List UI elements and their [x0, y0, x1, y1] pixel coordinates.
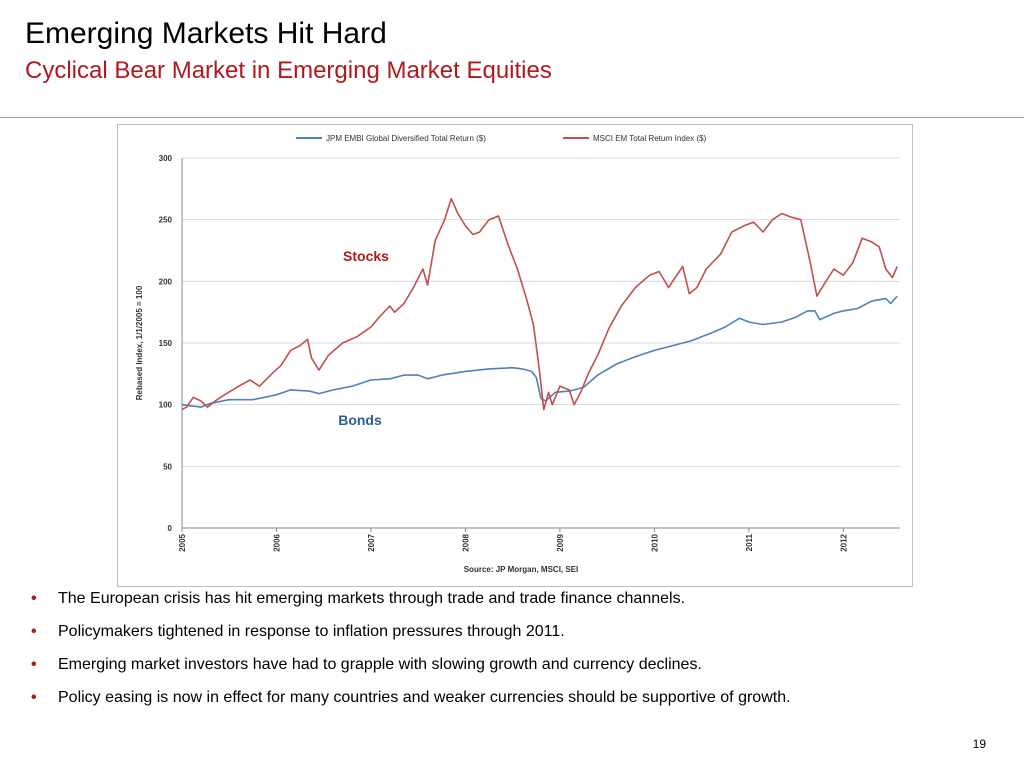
y-tick-label: 300	[159, 154, 173, 163]
bullet-text: Policymakers tightened in response to in…	[58, 623, 565, 640]
y-tick-label: 200	[159, 277, 173, 286]
x-tick-label: 2012	[839, 533, 848, 551]
bullet-item: • Emerging market investors have had to g…	[31, 654, 1001, 675]
gridlines	[182, 157, 900, 529]
bullet-icon: •	[31, 689, 37, 706]
y-tick-label: 0	[168, 524, 173, 533]
stocks-annotation: Stocks	[343, 248, 389, 264]
header-divider	[0, 117, 1024, 118]
series-line-stocks	[181, 197, 898, 411]
slide-title: Emerging Markets Hit Hard	[25, 17, 387, 50]
series-line-bonds	[181, 295, 898, 408]
x-tick-label: 2009	[556, 533, 565, 551]
bullet-item: • The European crisis has hit emerging ma…	[31, 588, 1001, 609]
bullet-list: • The European crisis has hit emerging ma…	[31, 588, 1001, 720]
y-tick-label: 150	[159, 339, 173, 348]
bullet-icon: •	[31, 623, 37, 640]
series-lines	[181, 197, 898, 411]
line-chart: 0 50 100 150 200 250 300 Rebased Index, 1/1/200…	[135, 134, 900, 574]
chart-frame: 0 50 100 150 200 250 300 Rebased Index, 1/1/200…	[117, 124, 913, 587]
x-axis: 2005 2006 2007 2008 2009 2010 2011 2012	[178, 527, 900, 552]
x-tick-label: 2005	[178, 533, 187, 551]
x-tick-label: 2007	[367, 533, 376, 551]
chart-labels: Source: JP Morgan, MSCI, SEI Stocks Bonds	[338, 248, 578, 574]
bullet-item: • Policymakers tightened in response to i…	[31, 621, 1001, 642]
legend: JPM EMBI Global Diversified Total Return…	[296, 134, 707, 143]
y-tick-label: 50	[163, 462, 172, 471]
bonds-annotation: Bonds	[338, 412, 382, 428]
source-note: Source: JP Morgan, MSCI, SEI	[464, 565, 579, 574]
y-axis-label: Rebased Index, 1/1/2005 = 100	[135, 285, 144, 400]
x-tick-label: 2010	[650, 533, 659, 551]
slide-subtitle: Cyclical Bear Market in Emerging Market …	[25, 57, 552, 84]
bullet-item: • Policy easing is now in effect for many…	[31, 687, 1001, 708]
bullet-text: Policy easing is now in effect for many …	[58, 689, 791, 706]
y-tick-label: 100	[159, 401, 173, 410]
y-tick-label: 250	[159, 216, 173, 225]
y-axis: 0 50 100 150 200 250 300 Rebased Index, 1/1/200…	[135, 154, 183, 533]
x-tick-label: 2008	[461, 533, 470, 551]
bullet-text: The European crisis has hit emerging mar…	[58, 590, 686, 607]
page-number: 19	[972, 737, 986, 751]
x-tick-label: 2006	[272, 533, 281, 551]
legend-label: MSCI EM Total Return Index ($)	[593, 134, 707, 143]
bullet-icon: •	[31, 656, 37, 673]
x-tick-label: 2011	[745, 533, 754, 551]
legend-label: JPM EMBI Global Diversified Total Return…	[326, 134, 486, 143]
bullet-icon: •	[31, 590, 37, 607]
bullet-text: Emerging market investors have had to gr…	[58, 656, 702, 673]
